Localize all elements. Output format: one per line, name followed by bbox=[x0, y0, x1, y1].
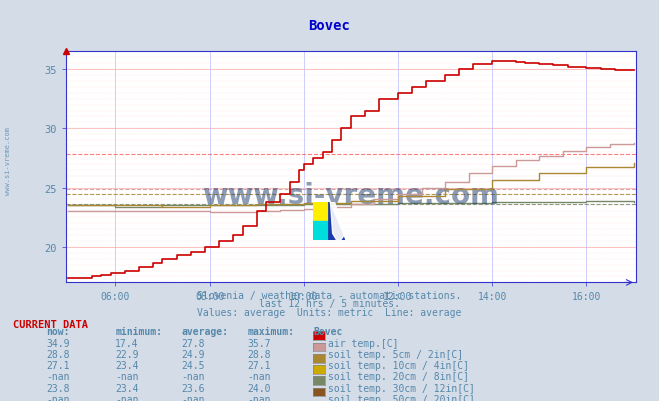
Text: maximum:: maximum: bbox=[247, 327, 294, 336]
Polygon shape bbox=[330, 203, 345, 241]
Text: soil temp. 5cm / 2in[C]: soil temp. 5cm / 2in[C] bbox=[328, 349, 463, 359]
Text: 35.7: 35.7 bbox=[247, 338, 271, 348]
Text: 24.5: 24.5 bbox=[181, 360, 205, 370]
Text: 17.4: 17.4 bbox=[115, 338, 139, 348]
Text: -nan: -nan bbox=[46, 372, 70, 381]
Text: 34.9: 34.9 bbox=[46, 338, 70, 348]
Text: soil temp. 10cm / 4in[C]: soil temp. 10cm / 4in[C] bbox=[328, 360, 469, 370]
Text: 22.9: 22.9 bbox=[115, 349, 139, 359]
Text: 24.9: 24.9 bbox=[181, 349, 205, 359]
Text: -nan: -nan bbox=[247, 394, 271, 401]
Text: -nan: -nan bbox=[247, 372, 271, 381]
Text: 28.8: 28.8 bbox=[247, 349, 271, 359]
Text: 23.4: 23.4 bbox=[115, 360, 139, 370]
Text: Bovec: Bovec bbox=[313, 327, 343, 336]
Text: -nan: -nan bbox=[115, 372, 139, 381]
Text: 28.8: 28.8 bbox=[46, 349, 70, 359]
Text: Values: average  Units: metric  Line: average: Values: average Units: metric Line: aver… bbox=[197, 308, 462, 318]
Text: CURRENT DATA: CURRENT DATA bbox=[13, 319, 88, 329]
Text: 27.1: 27.1 bbox=[46, 360, 70, 370]
Text: now:: now: bbox=[46, 327, 70, 336]
Text: -nan: -nan bbox=[115, 394, 139, 401]
Text: Bovec: Bovec bbox=[308, 19, 351, 33]
Text: soil temp. 50cm / 20in[C]: soil temp. 50cm / 20in[C] bbox=[328, 394, 474, 401]
Text: last 12 hrs / 5 minutes.: last 12 hrs / 5 minutes. bbox=[259, 299, 400, 309]
Text: minimum:: minimum: bbox=[115, 327, 162, 336]
Text: -nan: -nan bbox=[46, 394, 70, 401]
Text: 23.6: 23.6 bbox=[181, 383, 205, 393]
Text: 24.0: 24.0 bbox=[247, 383, 271, 393]
Text: www.si-vreme.com: www.si-vreme.com bbox=[202, 181, 500, 209]
Text: Slovenia / weather data - automatic stations.: Slovenia / weather data - automatic stat… bbox=[197, 291, 462, 301]
Text: -nan: -nan bbox=[181, 394, 205, 401]
Bar bbox=[313, 203, 329, 221]
Bar bbox=[313, 221, 329, 241]
Text: 23.4: 23.4 bbox=[115, 383, 139, 393]
Text: 27.1: 27.1 bbox=[247, 360, 271, 370]
Text: air temp.[C]: air temp.[C] bbox=[328, 338, 398, 348]
Text: average:: average: bbox=[181, 327, 228, 336]
Text: www.si-vreme.com: www.si-vreme.com bbox=[5, 126, 11, 194]
Text: soil temp. 20cm / 8in[C]: soil temp. 20cm / 8in[C] bbox=[328, 372, 469, 381]
Polygon shape bbox=[329, 203, 345, 241]
Text: soil temp. 30cm / 12in[C]: soil temp. 30cm / 12in[C] bbox=[328, 383, 474, 393]
Text: 27.8: 27.8 bbox=[181, 338, 205, 348]
Text: -nan: -nan bbox=[181, 372, 205, 381]
Text: 23.8: 23.8 bbox=[46, 383, 70, 393]
